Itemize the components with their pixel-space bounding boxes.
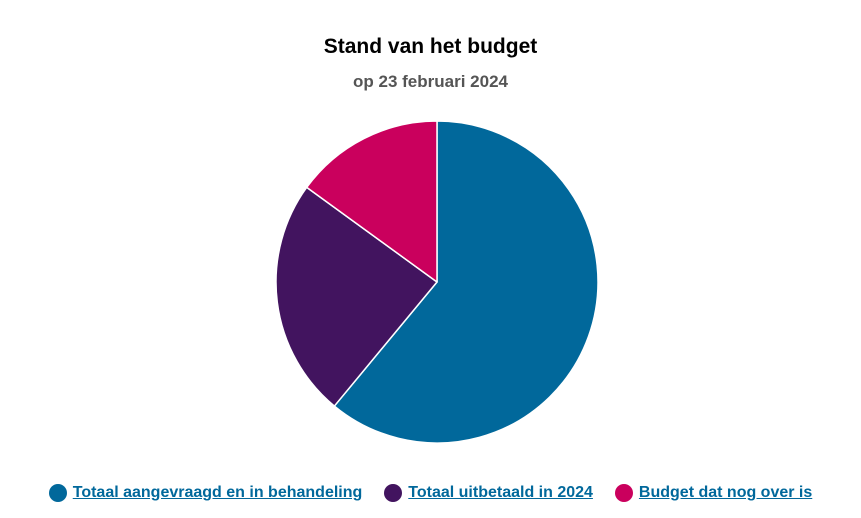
chart-subtitle: op 23 februari 2024: [353, 72, 508, 91]
pie-slice-requested[interactable]: [333, 120, 599, 444]
legend-marker-remaining: [614, 484, 633, 502]
pie-slice-remaining[interactable]: [305, 120, 438, 283]
legend-item-requested[interactable]: Totaal aangevraagd en in behandeling: [48, 484, 363, 502]
pie-slice-paid[interactable]: [275, 186, 438, 407]
legend-label-paid[interactable]: Totaal uitbetaald in 2024: [408, 484, 593, 501]
legend-marker-paid: [384, 484, 403, 502]
legend-item-remaining[interactable]: Budget dat nog over is: [614, 484, 813, 502]
legend-item-paid[interactable]: Totaal uitbetaald in 2024: [384, 484, 593, 502]
legend-label-requested[interactable]: Totaal aangevraagd en in behandeling: [72, 484, 363, 501]
chart-legend: Totaal aangevraagd en in behandeling Tot…: [0, 484, 861, 502]
legend-marker-requested: [48, 484, 67, 502]
legend-label-remaining[interactable]: Budget dat nog over is: [638, 484, 813, 501]
chart-title: Stand van het budget: [323, 35, 538, 58]
